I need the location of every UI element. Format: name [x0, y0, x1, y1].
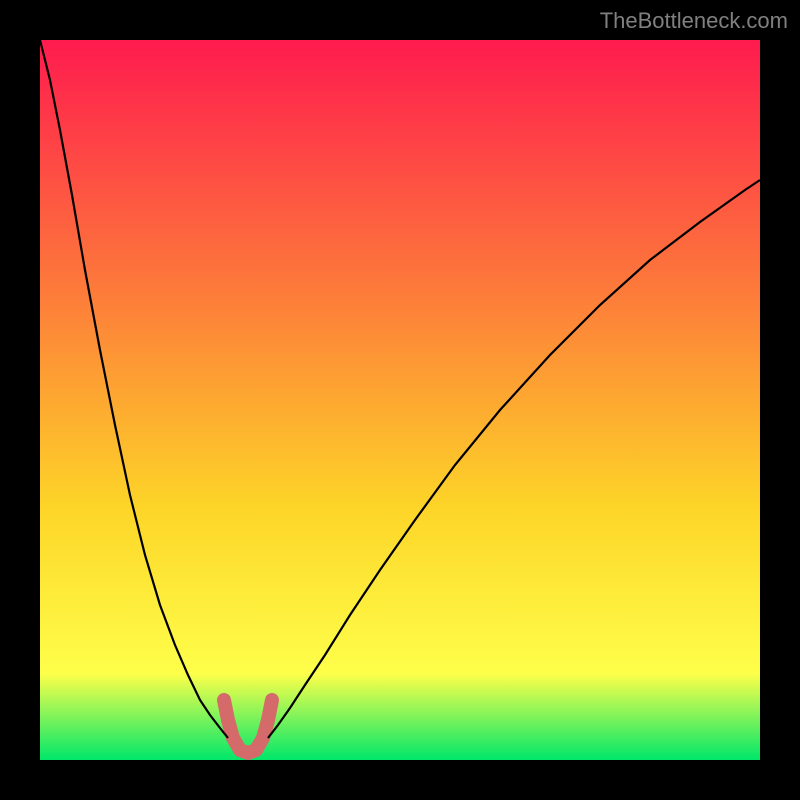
curve-overlay: [0, 0, 800, 800]
bottleneck-curve: [40, 40, 760, 738]
watermark-text: TheBottleneck.com: [600, 8, 788, 34]
valley-marker-band: [224, 700, 272, 753]
